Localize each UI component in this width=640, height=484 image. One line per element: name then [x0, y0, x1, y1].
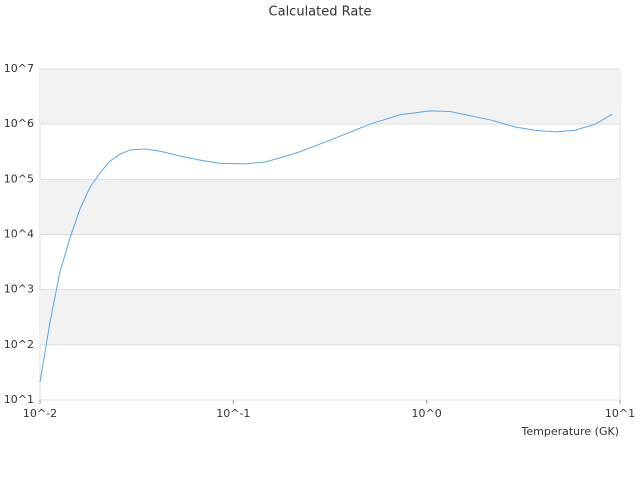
- x-tick-label: 10^-2: [23, 407, 57, 420]
- chart-title: Calculated Rate: [269, 5, 372, 20]
- x-tick-label: 10^0: [412, 407, 442, 420]
- y-tick-label: 10^4: [4, 228, 34, 241]
- data-line: [39, 110, 613, 383]
- y-tick-label: 10^6: [4, 117, 34, 130]
- grid-band: [40, 289, 620, 345]
- y-tick-label: 10^1: [4, 393, 34, 406]
- x-axis-label: Temperature (GK): [521, 425, 620, 438]
- y-tick-label: 10^7: [4, 62, 34, 75]
- y-tick-label: 10^3: [4, 283, 34, 296]
- grid-band: [40, 179, 620, 235]
- y-tick-label: 10^2: [4, 338, 34, 351]
- grid-band: [40, 69, 620, 125]
- x-tick-label: 10^1: [605, 407, 635, 420]
- x-tick-label: 10^-1: [216, 407, 250, 420]
- y-tick-label: 10^5: [4, 172, 34, 185]
